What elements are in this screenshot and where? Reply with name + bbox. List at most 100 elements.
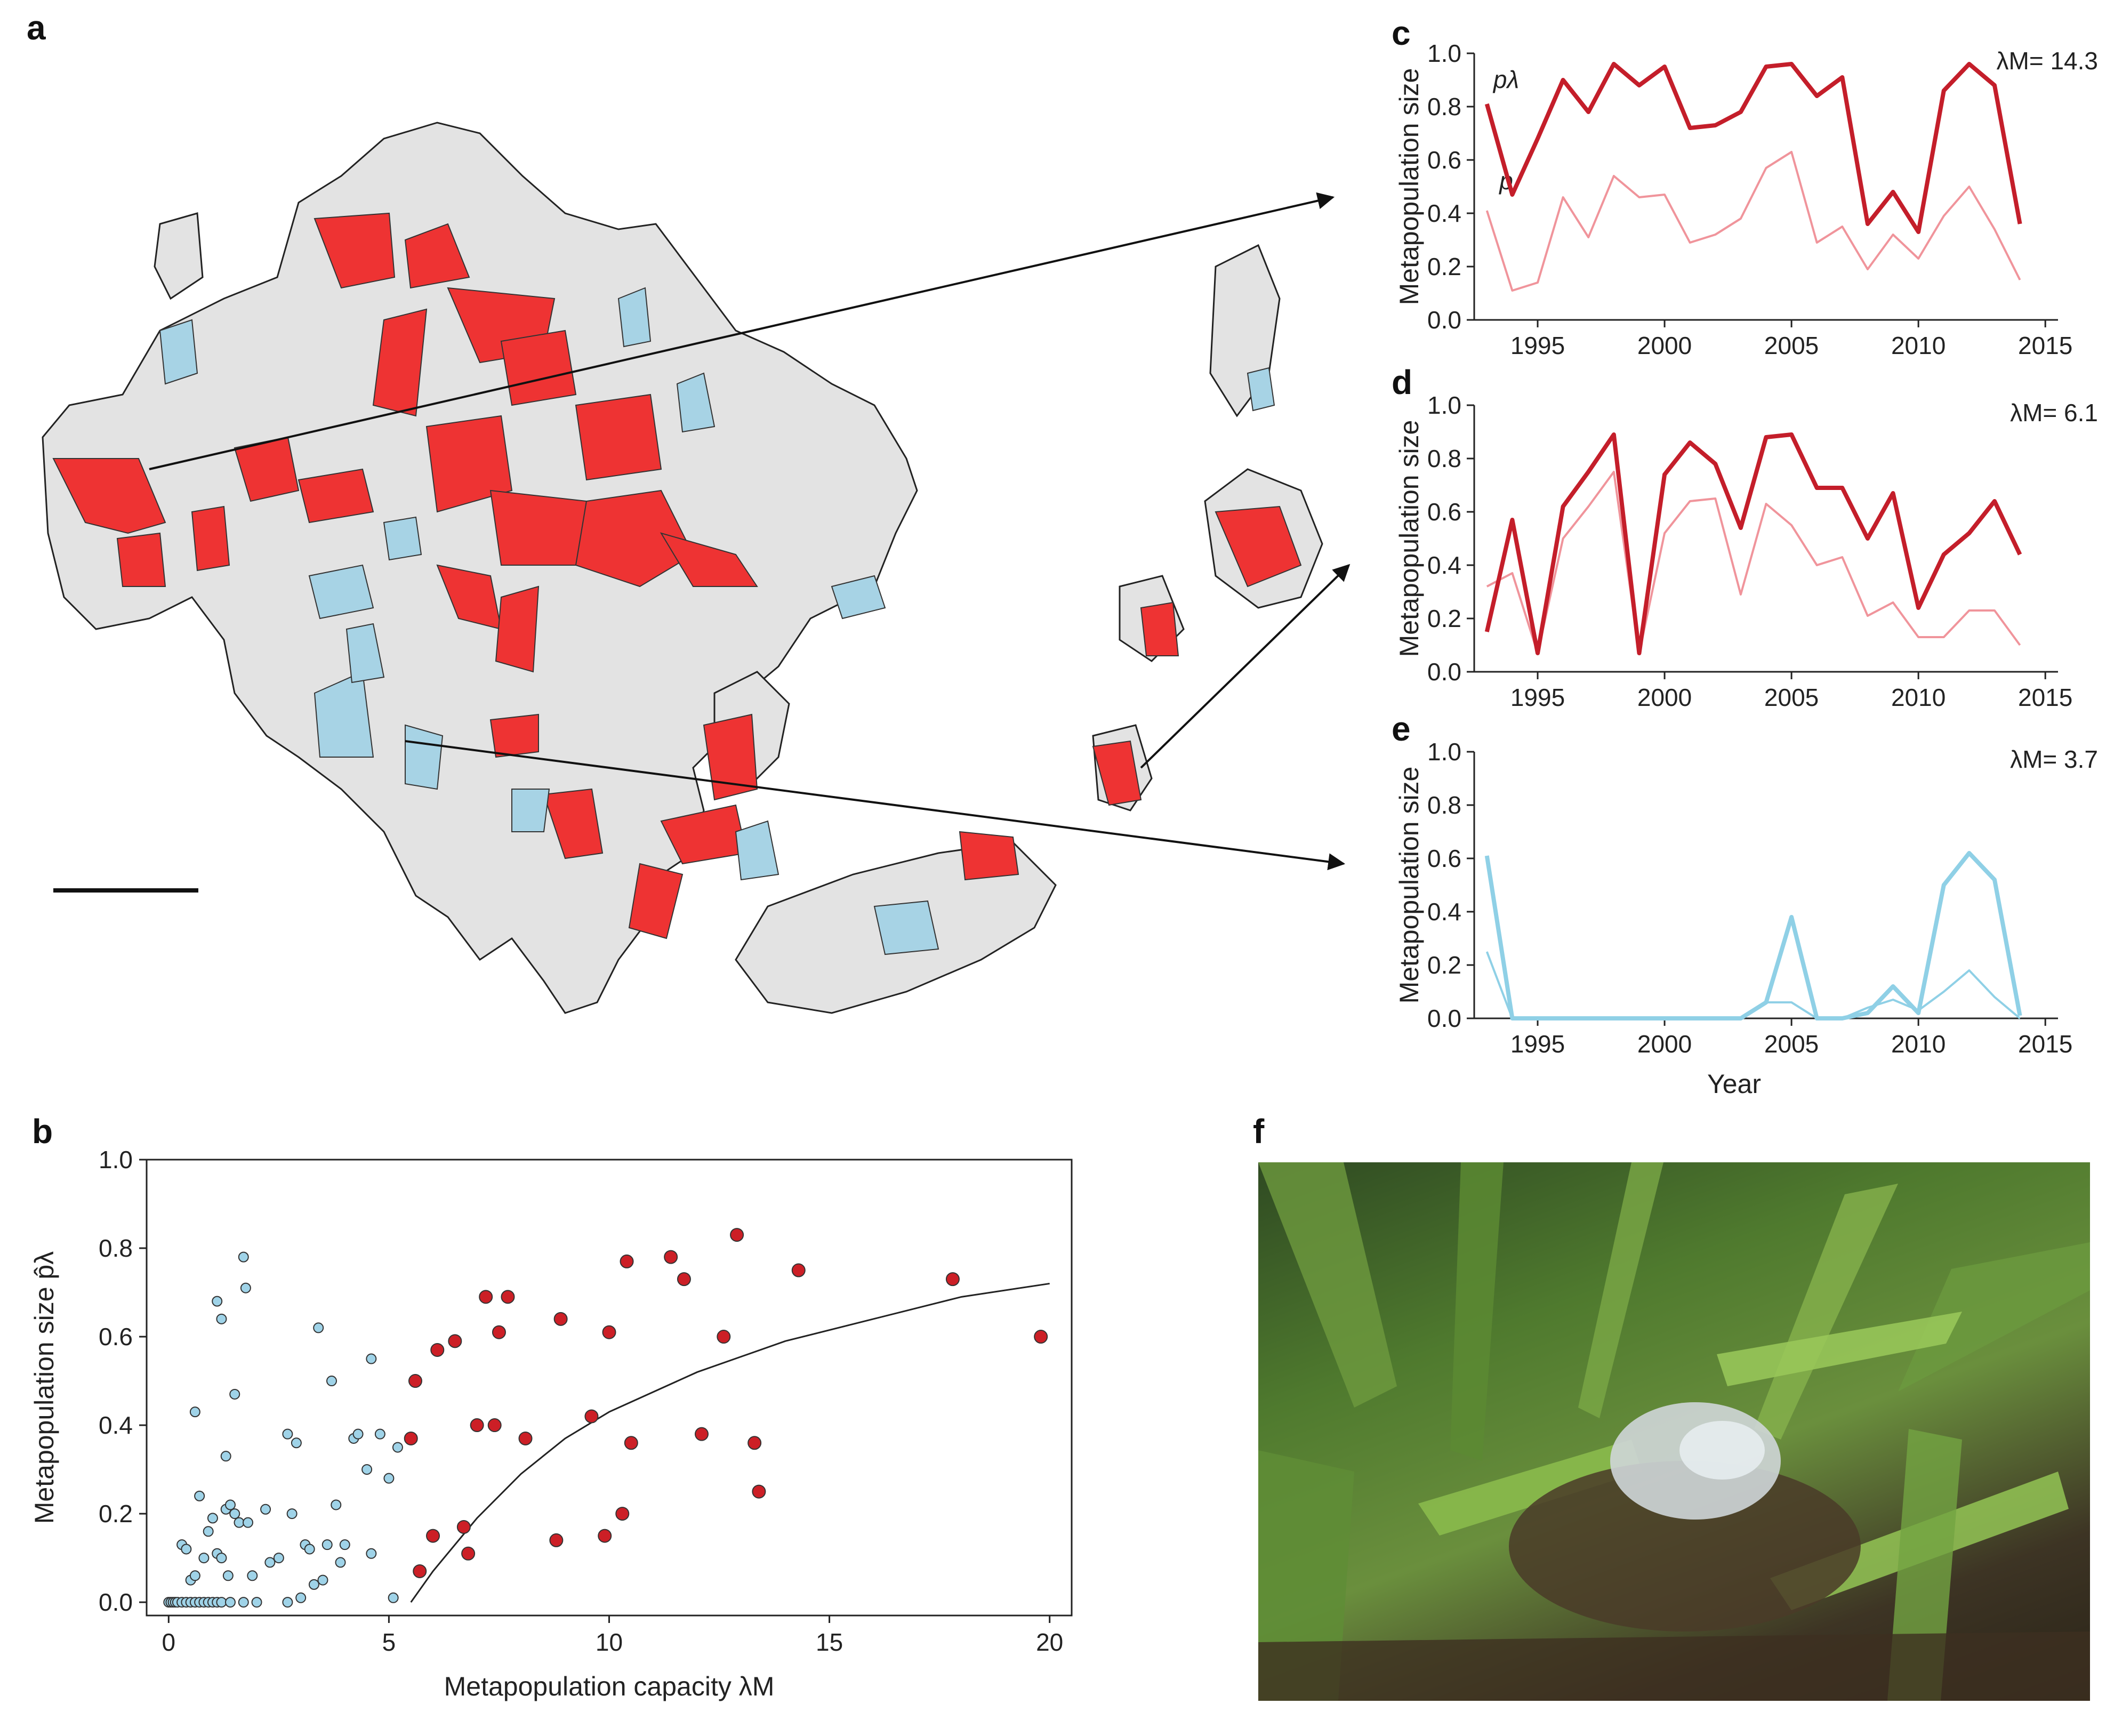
data-point-blue: [198, 1553, 210, 1564]
data-point-blue: [291, 1437, 302, 1449]
data-point-blue: [295, 1592, 307, 1603]
lambda-label: λM= 3.7: [2010, 745, 2098, 773]
data-point-blue: [317, 1574, 328, 1586]
map-panel-a: [42, 122, 1351, 1014]
map-patch-red: [298, 468, 374, 524]
map-patch-blue: [405, 724, 444, 790]
panel-letter-b: b: [32, 1112, 53, 1151]
map-patch-red: [489, 713, 539, 758]
data-point-red: [695, 1427, 709, 1441]
map-patch-blue: [308, 564, 374, 620]
x-axis-title: Metapopulation capacity λM: [444, 1671, 775, 1701]
map-patch-blue: [676, 372, 716, 433]
map-patch-blue: [383, 516, 422, 561]
map-patch-red: [404, 223, 470, 289]
map-patch-red: [495, 585, 540, 673]
y-tick-label: 0.4: [1427, 551, 1461, 579]
data-point-blue: [224, 1499, 236, 1510]
y-tick-label: 0.0: [1427, 1004, 1461, 1032]
scatter-plot-b: 0.0 0.2 0.4 0.6 0.8 1.0 0 5 10 15 20 Metapopulation…: [29, 1146, 1073, 1701]
data-point-blue: [247, 1570, 258, 1581]
data-point-red: [791, 1263, 806, 1277]
y-tick-label: 0.6: [99, 1323, 133, 1351]
data-point-blue: [361, 1464, 373, 1475]
map-patch-red: [489, 489, 588, 566]
data-point-red: [408, 1374, 422, 1388]
data-point-blue: [308, 1579, 319, 1590]
map-patch-red: [660, 532, 758, 587]
map-patch-red: [628, 863, 684, 939]
map-arrow: [1140, 564, 1351, 769]
data-point-blue: [251, 1597, 262, 1608]
photo-panel-f: [1258, 1162, 2090, 1701]
map-patch-blue: [345, 623, 385, 684]
data-point-red: [717, 1330, 731, 1344]
data-point-blue: [392, 1442, 403, 1453]
data-point-blue: [339, 1539, 350, 1550]
x-tick-label: 2000: [1637, 1030, 1692, 1058]
map-patch-red: [116, 532, 166, 587]
data-point-blue: [181, 1544, 192, 1555]
data-point-red: [1034, 1330, 1048, 1344]
data-point-red: [448, 1334, 462, 1348]
x-tick-label: 2005: [1764, 1030, 1819, 1058]
series-line: [1484, 432, 2022, 655]
data-point-blue: [229, 1508, 240, 1520]
x-tick-label: 2000: [1637, 332, 1692, 359]
photo-illustration: [1258, 1162, 2090, 1701]
map-arrow: [405, 740, 1346, 871]
x-tick-label: 2010: [1891, 1030, 1946, 1058]
x-axis-title: Year: [1707, 1069, 1761, 1099]
data-point-blue: [216, 1313, 227, 1324]
data-point-blue: [331, 1499, 342, 1510]
data-point-blue: [189, 1570, 200, 1581]
data-point-blue: [282, 1428, 293, 1440]
data-point-blue: [352, 1428, 364, 1440]
map-patch-red: [314, 212, 396, 289]
data-point-red: [730, 1228, 744, 1242]
data-point-blue: [207, 1513, 218, 1524]
data-point-red: [945, 1272, 960, 1287]
data-point-red: [426, 1529, 440, 1543]
data-point-blue: [243, 1517, 254, 1528]
data-point-red: [584, 1409, 599, 1424]
data-point-red: [677, 1272, 691, 1287]
y-tick-label: 0.4: [99, 1411, 133, 1439]
data-point-red: [615, 1507, 630, 1521]
data-point-red: [518, 1431, 533, 1445]
x-tick-label: 2015: [2018, 684, 2072, 711]
data-point-red: [620, 1254, 634, 1268]
y-tick-label: 0.0: [1427, 306, 1461, 334]
line-chart-c: 0.0 0.2 0.4 0.6 0.8 1.0 1995 2000 2005 2010 2015 Me…: [1394, 39, 2098, 359]
data-point-red: [602, 1325, 616, 1339]
x-tick-label: 2005: [1764, 684, 1819, 711]
y-tick-label: 0.6: [1427, 146, 1461, 174]
map-patch-blue: [314, 671, 374, 758]
data-point-blue: [282, 1597, 293, 1608]
map-patch-red: [372, 308, 428, 417]
map-arrow: [149, 192, 1335, 470]
x-tick-label: 0: [162, 1628, 176, 1656]
map-patch-red: [543, 788, 604, 859]
data-point-red: [479, 1290, 493, 1304]
data-point-blue: [313, 1322, 324, 1333]
data-point-blue: [335, 1557, 346, 1568]
x-tick-label: 2000: [1637, 684, 1692, 711]
data-point-blue: [238, 1597, 249, 1608]
data-point-red: [404, 1431, 418, 1445]
data-point-red: [470, 1418, 484, 1433]
data-point-red: [598, 1529, 612, 1543]
x-tick-label: 10: [596, 1628, 623, 1656]
y-tick-label: 0.0: [99, 1588, 133, 1616]
panel-letter-c: c: [1392, 14, 1411, 52]
data-point-blue: [203, 1526, 214, 1537]
y-tick-label: 1.0: [1427, 39, 1461, 67]
map-patch-red: [1140, 601, 1179, 656]
data-point-blue: [238, 1251, 249, 1263]
y-tick-label: 0.4: [1427, 199, 1461, 227]
y-axis-title: Metapopulation size p̂λ: [29, 1251, 59, 1524]
data-point-red: [752, 1484, 766, 1499]
map-patch-blue: [617, 287, 652, 348]
data-point-blue: [216, 1597, 227, 1608]
map-patch-blue: [831, 575, 886, 620]
